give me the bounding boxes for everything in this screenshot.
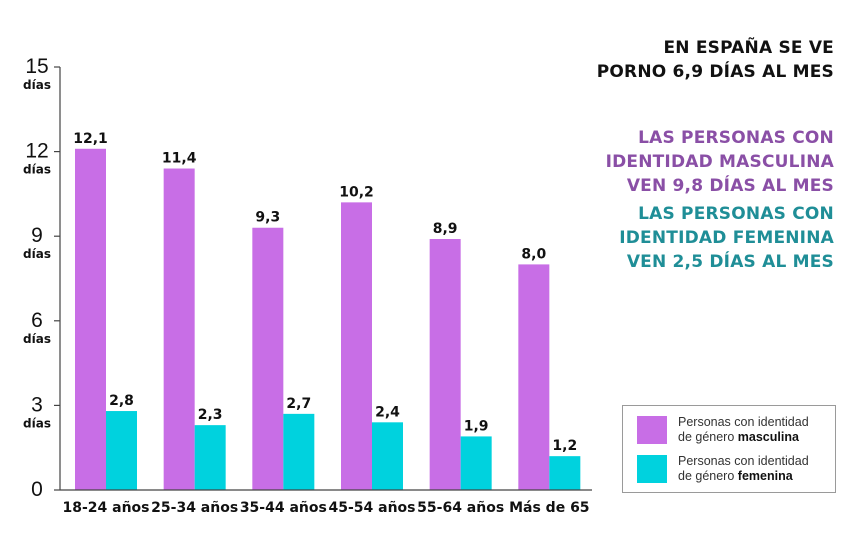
legend-swatch-masculine xyxy=(637,416,667,444)
feminine-summary-line-3: VEN 2,5 DÍAS AL MES xyxy=(626,252,834,272)
bar-feminine xyxy=(460,436,492,490)
legend-feminine-line-1: Personas con identidad xyxy=(678,454,809,468)
bar-value-label: 2,4 xyxy=(375,404,400,420)
chart-headline: EN ESPAÑA SE VE PORNO 6,9 DÍAS AL MES xyxy=(534,36,834,84)
bar-masculine xyxy=(75,148,106,490)
legend-masculine-line-2: de género xyxy=(678,430,738,444)
masculine-summary-line-2: IDENTIDAD MASCULINA xyxy=(605,152,834,172)
bar-value-label: 2,7 xyxy=(286,396,311,412)
bar-value-label: 1,2 xyxy=(552,438,577,454)
legend-item-feminine: Personas con identidad de género femenin… xyxy=(637,454,809,484)
legend-masculine-bold: masculina xyxy=(737,430,799,444)
legend-item-masculine: Personas con identidad de género masculi… xyxy=(637,415,809,445)
y-tick-unit: días xyxy=(23,332,51,346)
y-tick-unit: días xyxy=(23,416,51,430)
y-tick-label: 15 xyxy=(25,55,48,78)
x-tick-label: 18-24 años xyxy=(62,500,149,516)
x-tick-label: 25-34 años xyxy=(151,500,238,516)
y-tick-label: 12 xyxy=(25,140,48,163)
bar-feminine xyxy=(106,411,137,490)
y-tick-unit: días xyxy=(23,78,51,92)
bar-value-label: 12,1 xyxy=(73,131,108,147)
headline-line-2: PORNO 6,9 DÍAS AL MES xyxy=(596,62,834,82)
x-tick-label: Más de 65 xyxy=(509,500,589,516)
bar-value-label: 2,3 xyxy=(198,407,223,423)
bar-value-label: 8,0 xyxy=(521,246,546,262)
bar-feminine xyxy=(194,425,226,490)
bar-feminine xyxy=(549,456,581,490)
feminine-summary-line-2: IDENTIDAD FEMENINA xyxy=(619,228,834,248)
y-tick-label: 6 xyxy=(31,309,43,332)
bar-feminine xyxy=(283,413,315,490)
y-tick-unit: días xyxy=(23,163,51,177)
y-tick-label: 0 xyxy=(31,478,43,501)
masculine-summary-line-3: VEN 9,8 DÍAS AL MES xyxy=(626,176,834,196)
bar-value-label: 1,9 xyxy=(464,418,489,434)
bar-value-label: 11,4 xyxy=(162,151,197,167)
bar-value-label: 2,8 xyxy=(109,393,134,409)
bar-masculine xyxy=(252,227,284,491)
bar-value-label: 9,3 xyxy=(255,210,280,226)
feminine-summary: LAS PERSONAS CON IDENTIDAD FEMENINA VEN … xyxy=(514,202,834,274)
bar-masculine xyxy=(429,239,461,490)
bar-masculine xyxy=(163,168,195,490)
x-tick-label: 35-44 años xyxy=(240,500,327,516)
bar-value-label: 10,2 xyxy=(339,184,374,200)
bar-feminine xyxy=(372,422,403,490)
y-tick-label: 9 xyxy=(31,224,43,247)
masculine-summary-line-1: LAS PERSONAS CON xyxy=(638,128,834,148)
bar-value-label: 8,9 xyxy=(433,221,458,237)
legend-masculine-line-1: Personas con identidad xyxy=(678,415,809,429)
bar-masculine xyxy=(341,202,372,491)
chart-legend: Personas con identidad de género masculi… xyxy=(622,405,836,493)
legend-swatch-feminine xyxy=(637,455,667,483)
y-tick-unit: días xyxy=(23,247,51,261)
y-tick-label: 3 xyxy=(31,393,43,416)
bar-masculine xyxy=(518,264,550,490)
headline-line-1: EN ESPAÑA SE VE xyxy=(663,38,834,58)
feminine-summary-line-1: LAS PERSONAS CON xyxy=(638,204,834,224)
x-tick-label: 55-64 años xyxy=(417,500,504,516)
masculine-summary: LAS PERSONAS CON IDENTIDAD MASCULINA VEN… xyxy=(514,126,834,198)
x-tick-label: 45-54 años xyxy=(328,500,415,516)
legend-feminine-bold: femenina xyxy=(737,469,793,483)
legend-feminine-line-2: de género xyxy=(678,469,738,483)
